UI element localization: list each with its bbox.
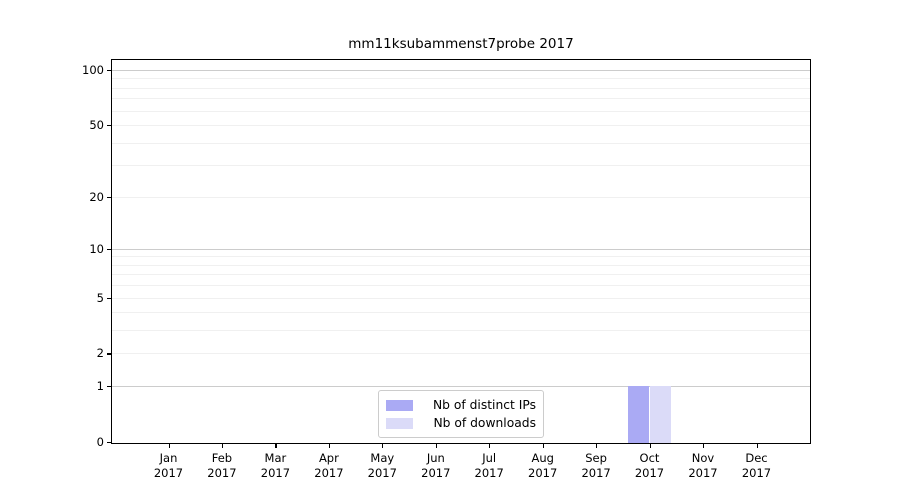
legend-label: Nb of distinct IPs [432,398,536,412]
x-tick [596,444,598,448]
gridline-minor [112,274,810,276]
gridline-minor [112,285,810,287]
gridline-minor [112,297,810,299]
y-tick-label: 20 [89,189,104,204]
y-tick [107,125,111,127]
x-tick-label: Jan 2017 [153,451,184,480]
gridline-minor [112,353,810,355]
gridline-minor [112,165,810,167]
gridline-minor [112,98,810,100]
gridline-minor [112,264,810,266]
gridline-major [112,248,810,250]
gridline-minor [112,87,810,89]
x-tick-label: Sep 2017 [581,451,611,480]
y-tick-label: 100 [82,63,104,77]
gridline-minor [112,256,810,258]
y-tick-label: 5 [96,290,104,305]
y-tick-label: 2 [96,346,104,361]
x-tick-label: Dec 2017 [741,451,772,480]
y-tick [107,70,111,72]
y-tick-label: 1 [96,379,104,394]
x-tick [328,444,331,448]
x-tick-label: Jun 2017 [421,451,451,480]
chart-title: mm11ksubammenst7probe 2017 [348,36,574,52]
x-tick-label: Mar 2017 [260,451,291,480]
legend-item-downloads: Nb of downloads [386,414,536,432]
x-tick-label: Nov 2017 [688,451,718,480]
x-tick-label: Apr 2017 [314,451,344,480]
x-tick-label: Oct 2017 [634,451,665,480]
x-tick [275,444,277,448]
x-tick-label: Feb 2017 [207,451,237,480]
gridline-major [112,386,810,388]
x-tick [489,444,491,448]
gridline-minor [112,312,810,314]
gridline-minor [112,125,810,127]
x-tick-label: May 2017 [367,451,397,480]
y-tick-label: 50 [89,118,104,133]
x-tick [649,444,651,448]
x-tick [756,444,758,448]
legend-swatch-downloads [386,417,413,429]
y-tick [107,248,111,250]
gridline-minor [112,142,810,144]
gridline-major [112,70,810,71]
y-tick [107,196,111,198]
y-tick [107,297,111,299]
gridline-minor [112,196,810,198]
legend-swatch-distinct-ips [386,399,413,411]
gridline-minor [112,78,810,80]
x-tick [168,444,170,448]
bar-nb-of-distinct-ips [628,386,650,443]
y-tick-label: 10 [89,241,104,256]
y-tick [107,386,111,388]
gridline-minor [112,330,810,332]
y-tick-label: 0 [96,435,104,449]
legend-label: Nb of downloads [433,416,536,430]
x-tick-label: Aug 2017 [528,451,558,480]
bar-nb-of-downloads [649,386,671,443]
x-tick [382,444,384,448]
legend: Nb of distinct IPs Nb of downloads [378,390,544,438]
x-tick [221,444,224,448]
y-tick [107,353,111,355]
x-tick-label: Jul 2017 [474,451,504,480]
x-tick [435,444,437,448]
plot-area: Nb of distinct IPs Nb of downloads [111,59,811,444]
legend-item-distinct-ips: Nb of distinct IPs [386,396,536,414]
x-tick [703,444,705,448]
gridline-minor [112,110,810,112]
y-tick [107,442,111,444]
x-tick [542,444,544,448]
